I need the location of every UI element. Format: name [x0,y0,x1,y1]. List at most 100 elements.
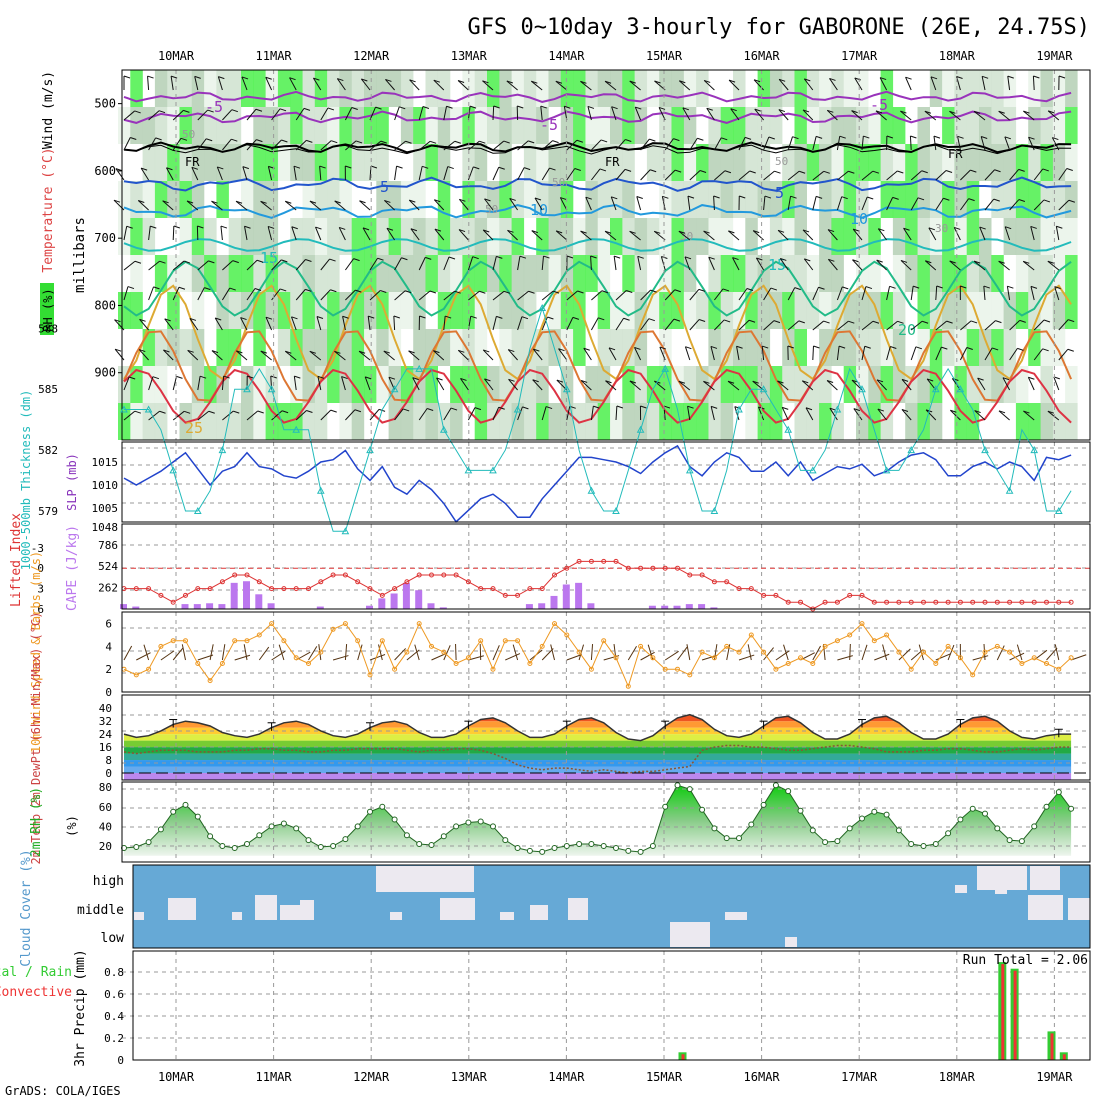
rh-shade-cell [683,366,697,403]
rh2m-tick-label: 40 [99,820,112,833]
upper-wind-barb [875,110,887,121]
precip-convective-bar [1001,964,1005,1060]
upper-wind-barb [924,110,937,121]
wind10m-barb [849,643,851,661]
upper-wind-barb [394,257,402,271]
upper-wind-barb [615,169,626,181]
rh-shade-cell [585,366,598,403]
upper-wind-barb-flag [281,410,289,414]
upper-wind-barb [443,316,446,331]
upper-wind-barb-flag [355,140,363,144]
upper-wind-barb [220,226,223,241]
upper-wind-barb [492,407,500,421]
upper-wind-barb-flag [875,110,883,114]
upper-wind-barb-flag [454,140,461,144]
upper-wind-barb [492,316,497,331]
upper-wind-barb-flag [682,107,690,111]
rh-shade-cell [843,218,857,255]
rh-shade-cell [819,107,832,144]
upper-wind-barb-flag [754,108,761,112]
upper-wind-barb-flag [184,410,191,414]
lifted-index-marker [392,586,398,592]
rh-shade-cell [450,366,463,403]
panel-frame [121,441,1091,523]
rh-shade-cell [966,144,980,181]
thickness-marker [193,506,202,514]
upper-wind-barb-flag [319,165,326,169]
upper-wind-barb [836,136,841,151]
rh-shade-cell [634,403,648,440]
upper-wind-barb-flag [960,285,967,289]
upper-wind-barb-flag [1047,260,1055,264]
upper-wind-barb-flag [853,408,861,412]
thickness-marker [685,466,694,474]
rh-shade-cell [757,255,771,292]
upper-wind-barb [738,137,746,151]
thickness-marker [489,466,497,474]
lifted-index-marker [613,558,619,564]
rh-marker [994,825,1001,832]
wind10m-barb [763,647,774,661]
rh-shade-cell [659,403,672,440]
rh-shade-cell [179,218,192,255]
upper-wind-barb-flag [361,78,368,82]
upper-wind-barb-flag [697,137,704,141]
cloud-block [1030,866,1060,890]
rh-shade-cell [376,70,389,107]
upper-wind-barb [812,196,817,211]
upper-wind-barb [267,166,273,181]
temp-band [124,721,1072,728]
upper-wind-barb [309,350,322,361]
rh-shade-cell [856,70,869,107]
upper-wind-barb-flag [839,135,846,139]
upper-wind-barb [935,320,947,331]
rh-shade-cell [425,403,438,440]
upper-wind-barb-flag [1028,136,1035,140]
slp-axis-label: SLP (mb) [65,453,79,511]
temp-contour [123,90,1072,103]
rh-shade-cell [327,292,340,329]
rh-shade-cell [708,218,721,255]
upper-wind-barb-flag [231,109,239,113]
upper-wind-barb-flag [217,166,224,170]
rh-shade-cell [327,181,340,218]
thickness-marker [636,425,645,433]
wind10m-marker [478,638,484,644]
upper-wind-barb [284,200,297,211]
upper-wind-barb [900,260,912,271]
upper-wind-barb [977,377,986,391]
rh-marker [194,813,201,820]
upper-wind-barb [369,290,381,301]
thickness-axis-label: 1000-500mb Thickness (dm) [19,390,33,571]
wind10m-marker [957,655,963,661]
wind10m-barb [812,645,821,661]
upper-wind-barb-flag [764,195,772,199]
rh-shade-cell [1015,144,1029,181]
upper-wind-barb [137,200,149,211]
upper-wind-barb-flag [848,320,855,324]
rh-shade-cell [351,366,365,403]
rh-shade-cell [450,329,463,366]
rh-shade-cell [1065,366,1078,403]
upper-wind-barb [394,140,406,151]
thickness-marker [316,486,325,494]
rh-shade-cell [757,181,771,218]
upper-wind-barb [910,286,914,301]
rh-shade-cell [917,107,930,144]
upper-wind-barb-flag [815,135,823,139]
rh-shade-cell [413,218,426,255]
panel-frame [121,523,1091,610]
rh-shade-cell [966,255,980,292]
rh-shade-cell [585,255,598,292]
upper-wind-barb [531,80,543,91]
upper-wind-barb [336,78,346,91]
wind10m-barb [172,647,184,661]
wind10m-tick-label: 4 [105,640,112,653]
upper-wind-barb-flag [598,317,605,321]
upper-wind-barb-flag [459,198,466,202]
upper-wind-barb-flag [162,200,169,204]
upper-wind-barb [910,346,917,361]
upper-wind-barb-flag [155,137,162,141]
rh-marker [317,843,324,850]
upper-wind-barb-flag [306,139,313,143]
